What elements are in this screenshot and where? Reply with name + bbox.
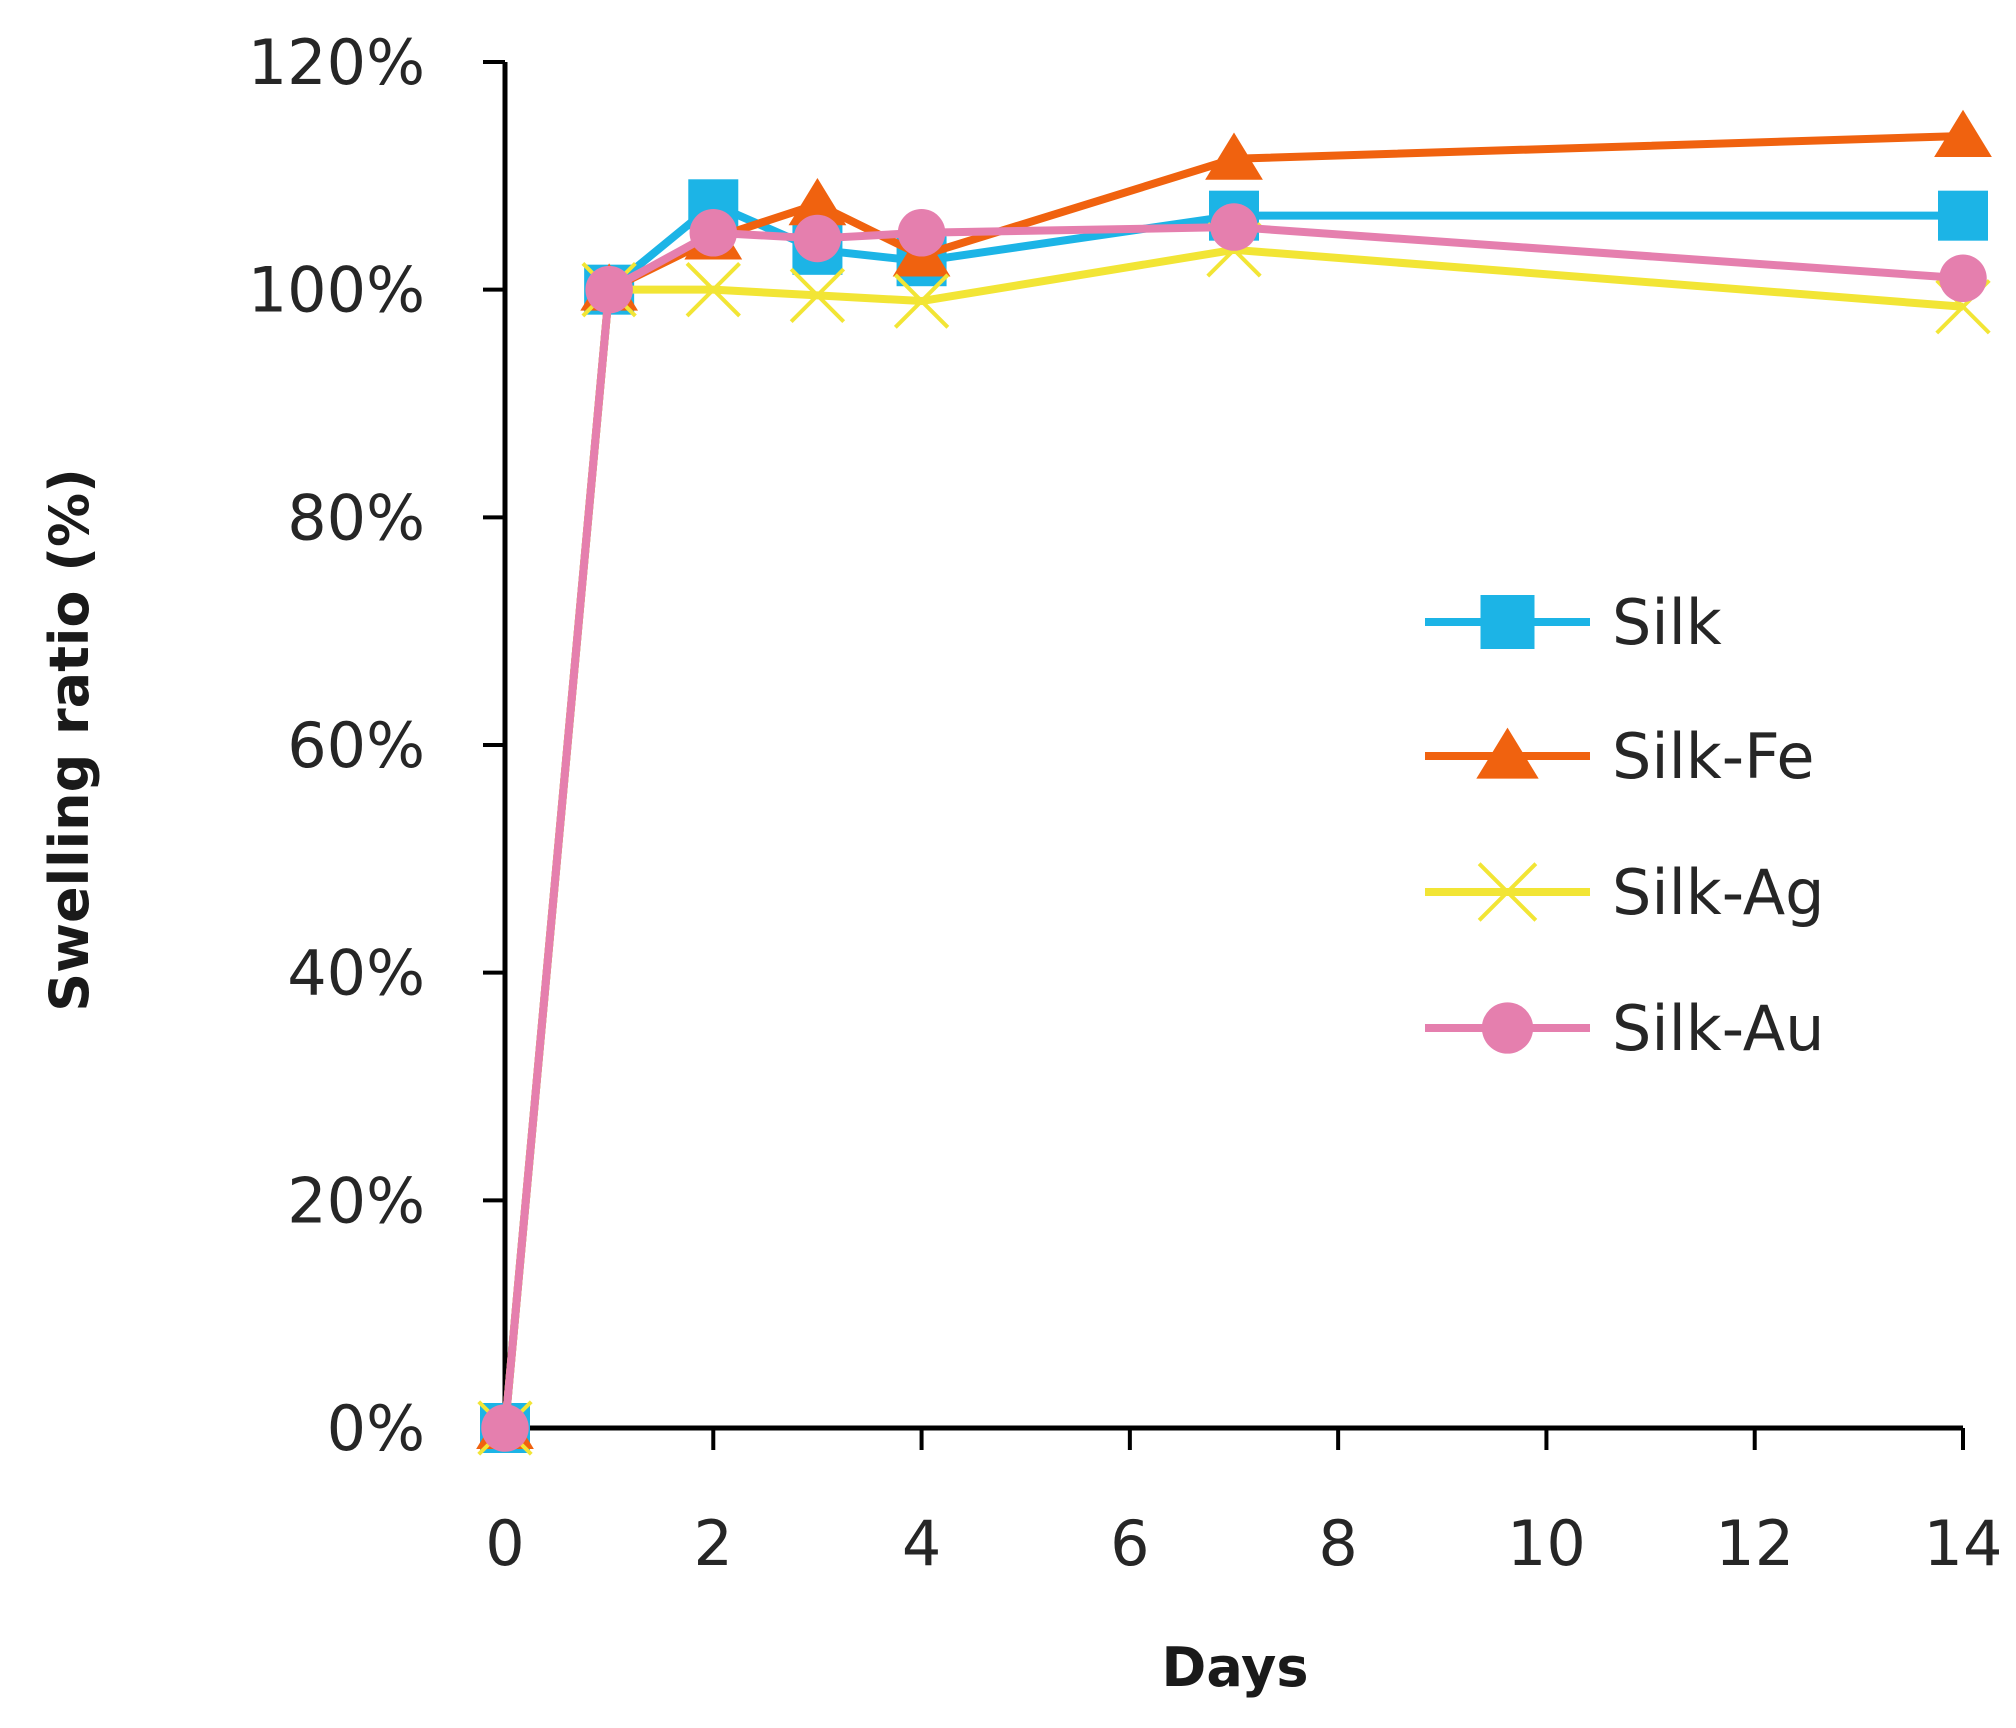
x-marker [789,267,846,324]
x-marker-stroke [789,267,846,324]
series-line [501,223,1964,1429]
series-silk-ag [477,222,1991,1456]
x-tick-label: 8 [1318,1507,1357,1580]
legend-label: Silk [1612,586,1722,659]
x-tick-label: 12 [1715,1507,1794,1580]
legend-label: Silk-Au [1612,992,1824,1065]
legend: Silk Silk-Fe Silk-Ag Silk-Au [1425,586,1825,1065]
square-marker [1938,190,1988,241]
legend-item-silk-au: Silk-Au [1425,992,1824,1065]
series-silk-au [481,203,1987,1452]
legend-label: Silk-Ag [1612,856,1825,929]
x-marker [1477,862,1538,922]
x-marker-stroke [685,262,741,318]
circle-marker [689,209,738,257]
triangle-marker [788,178,847,226]
x-tick-label: 14 [1924,1507,2003,1580]
y-axis-ticks: 0% 20% 40% 60% 80% 100% 120% [248,26,505,1465]
x-axis-title: Days [1162,1636,1309,1699]
y-tick-label: 60% [287,709,425,782]
y-tick-label: 40% [287,937,425,1010]
x-marker [685,262,741,318]
circle-marker [897,209,946,257]
circle-marker [481,1404,529,1452]
x-tick-label: 10 [1507,1507,1586,1580]
series-silk [480,179,1988,1453]
legend-item-silk-ag: Silk-Ag [1425,856,1825,929]
y-tick-label: 0% [327,1392,425,1465]
legend-item-silk-fe: Silk-Fe [1425,720,1815,793]
series-layer [476,109,1992,1456]
y-tick-label: 20% [287,1164,425,1237]
y-tick-label: 120% [248,26,425,99]
triangle-marker [1934,109,1992,157]
circle-marker [793,214,842,263]
series-line [501,200,1963,1429]
x-tick-label: 4 [902,1507,941,1580]
circle-marker [1939,254,1987,303]
x-tick-label: 2 [694,1507,733,1580]
x-tick-label: 6 [1110,1507,1149,1580]
x-axis-ticks: 0 2 4 6 8 10 12 14 [485,1428,2002,1580]
x-tick-label: 0 [485,1507,524,1580]
y-tick-label: 80% [287,481,425,554]
circle-marker [585,265,633,314]
square-marker [1480,595,1535,649]
y-tick-label: 100% [248,254,425,327]
x-marker-stroke [893,273,950,329]
legend-label: Silk-Fe [1612,720,1815,793]
circle-marker [1481,1002,1534,1054]
triangle-marker [1205,132,1263,180]
circle-marker [1210,203,1258,251]
x-marker-stroke [1477,862,1538,922]
triangle-marker [1476,727,1539,779]
legend-item-silk: Silk [1425,586,1722,659]
y-axis-title: Swelling ratio (%) [38,468,101,1012]
x-marker [893,273,950,329]
series-line [501,245,1964,1429]
